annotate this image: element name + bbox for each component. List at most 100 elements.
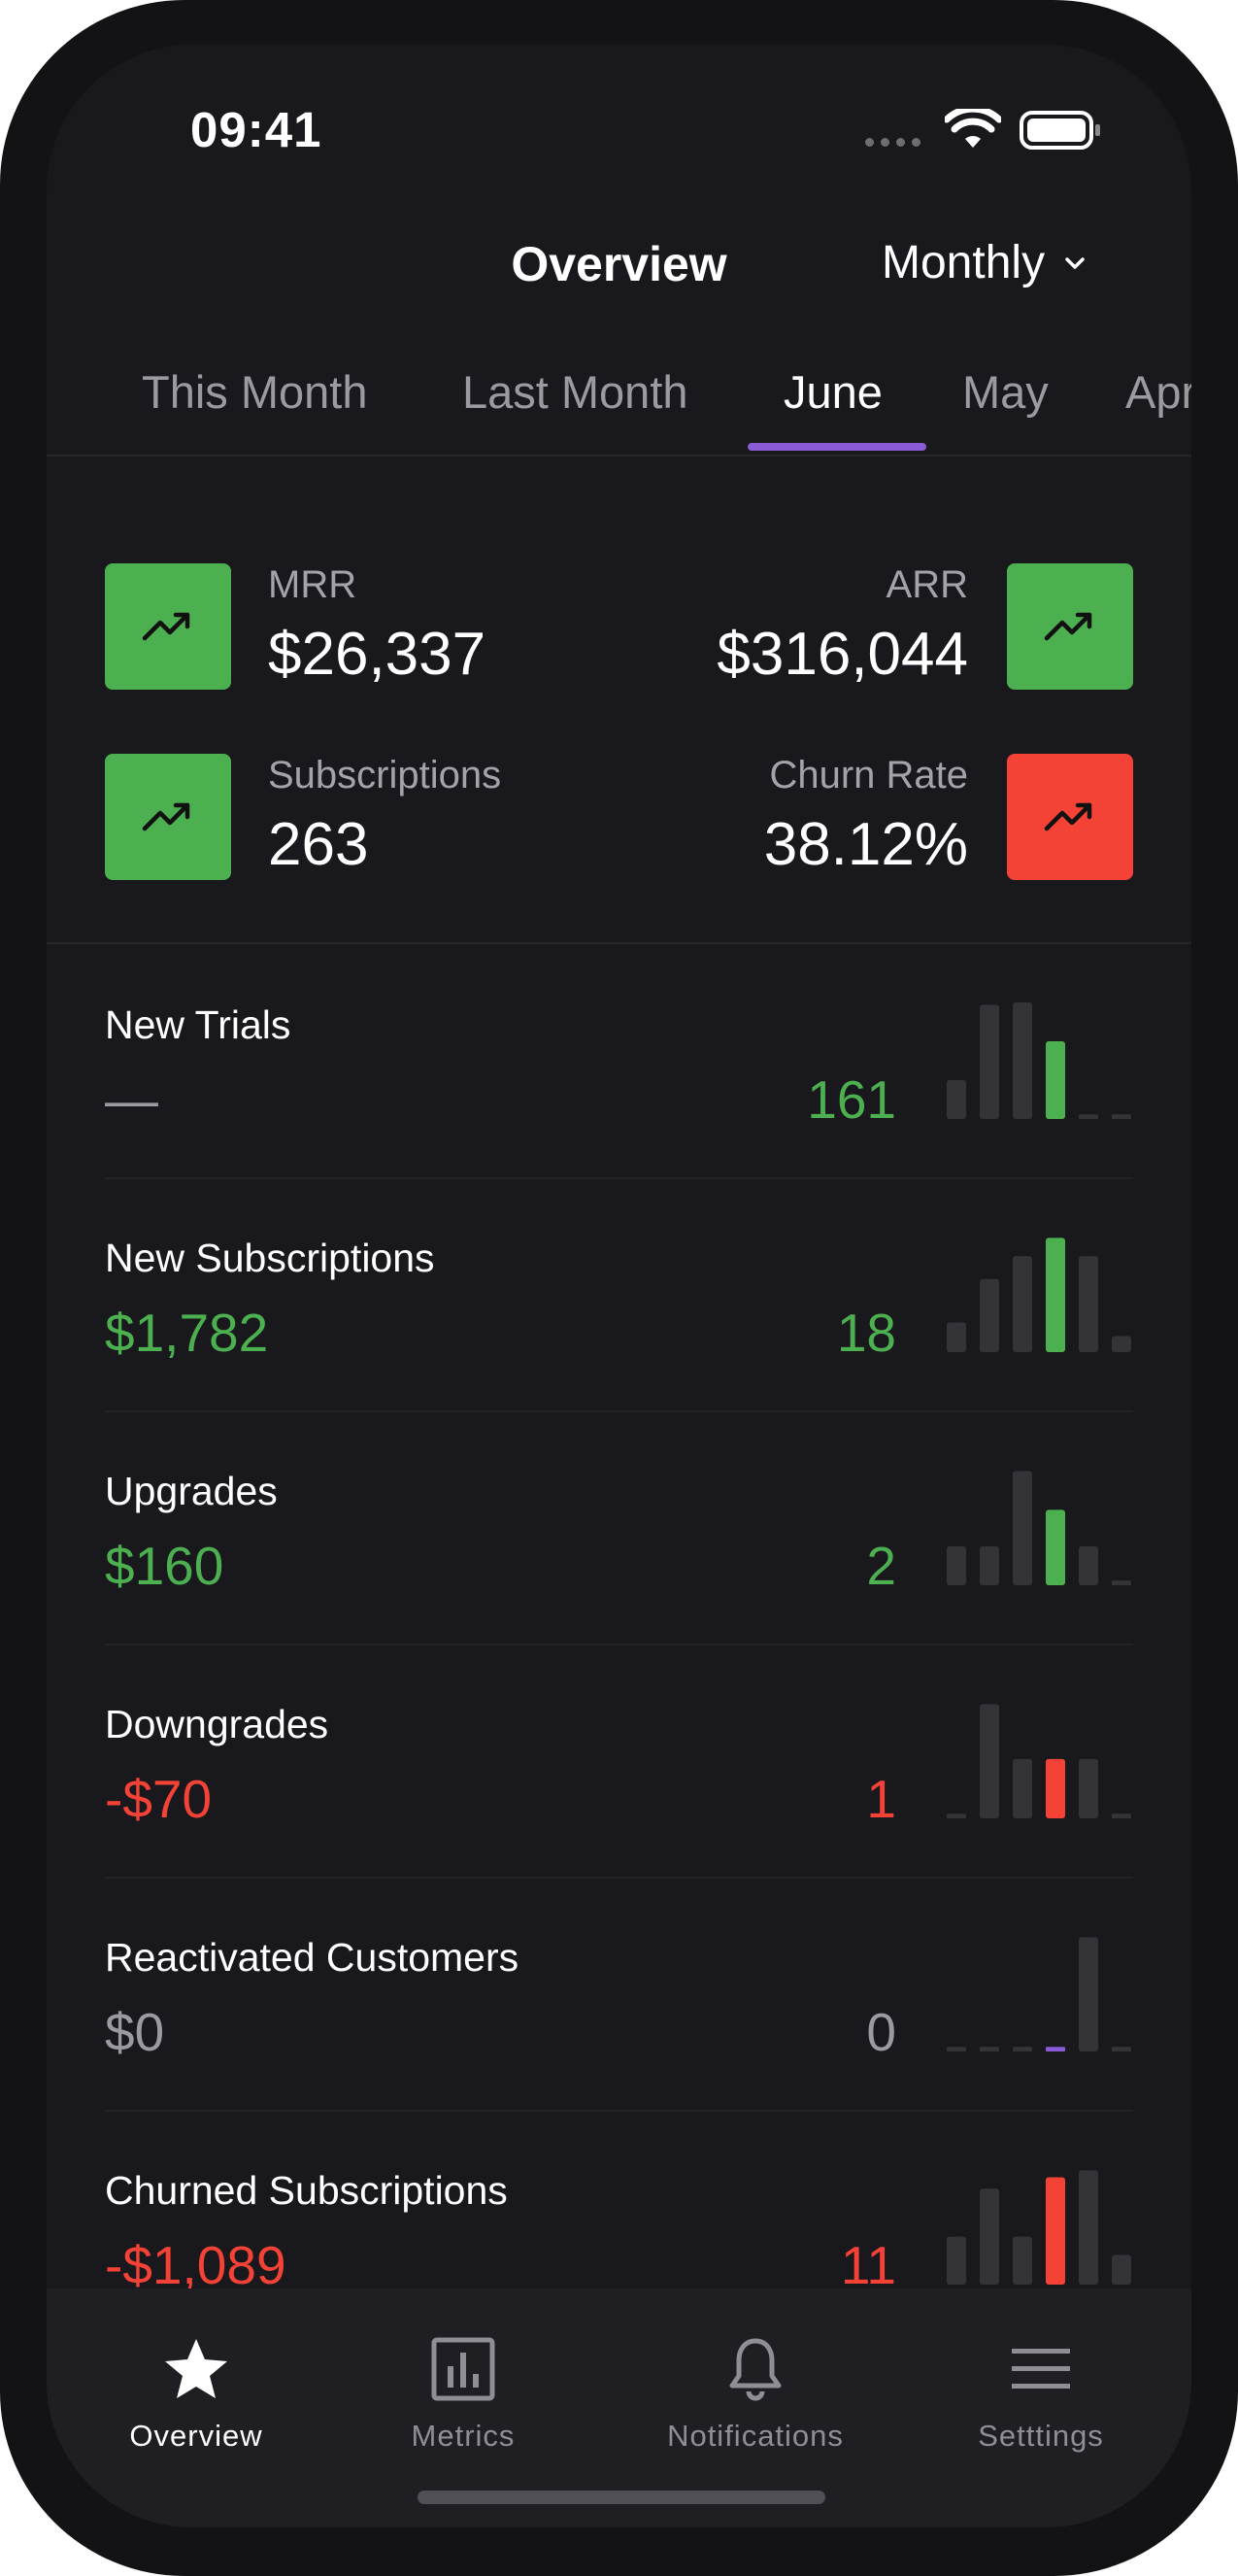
metric-name: New Trials (105, 1002, 291, 1047)
app-screen: 09:41 Overview Monthly This Month Last M… (47, 45, 1191, 2527)
tab-may[interactable]: May (962, 366, 1049, 418)
arr-label: ARR (886, 563, 968, 606)
sparkline-bar (947, 1813, 966, 1818)
sparkline-bar (1079, 2170, 1098, 2285)
cellular-signal-icon (865, 138, 920, 147)
subscriptions-label: Subscriptions (268, 754, 502, 797)
bar-chart-icon (431, 2337, 495, 2401)
wifi-icon (945, 109, 1001, 148)
metric-amount: $1,782 (105, 1303, 269, 1363)
subscriptions-trend-badge (105, 754, 231, 880)
period-select[interactable]: Monthly (882, 236, 1087, 289)
sparkline-bar (980, 1004, 999, 1119)
mrr-label: MRR (268, 563, 357, 606)
metric-amount: $160 (105, 1536, 224, 1596)
sparkline-bar (1013, 1002, 1032, 1119)
sparkline-bar (1079, 1546, 1098, 1585)
sparkline-bar (1112, 1336, 1131, 1352)
metric-sparkline (947, 2170, 1131, 2285)
metric-row-churned-subscriptions[interactable]: Churned Subscriptions -$1,089 11 (105, 2110, 1133, 2343)
metric-row-new-subscriptions[interactable]: New Subscriptions $1,782 18 (105, 1177, 1133, 1412)
battery-icon (1020, 111, 1100, 150)
sparkline-bar (1112, 1580, 1131, 1585)
metric-row-new-trials[interactable]: New Trials — 161 (105, 944, 1133, 1179)
metric-row-reactivated-customers[interactable]: Reactivated Customers $0 0 (105, 1877, 1133, 2112)
sparkline-bar (1079, 1937, 1098, 2051)
sparkline-bar (980, 2047, 999, 2051)
metric-sparkline (947, 1237, 1131, 1352)
sparkline-bar (947, 2047, 966, 2051)
sparkline-bar (947, 1322, 966, 1352)
metric-name: Upgrades (105, 1469, 278, 1513)
trending-up-icon (142, 612, 190, 641)
sparkline-bar (1013, 2047, 1032, 2051)
sparkline-bar (1046, 1758, 1065, 1818)
tab-this-month[interactable]: This Month (142, 366, 368, 418)
tab-apr[interactable]: Apr (1125, 366, 1191, 418)
nav-label: Setttings (978, 2419, 1104, 2453)
churn-rate-trend-badge (1007, 754, 1133, 880)
metric-count: 0 (866, 2002, 896, 2062)
metric-sparkline (947, 1471, 1131, 1585)
metric-sparkline (947, 1937, 1131, 2051)
sparkline-bar (980, 1546, 999, 1585)
page-title: Overview (511, 237, 727, 291)
nav-settings[interactable]: Setttings (924, 2335, 1157, 2454)
kpi-summary: MRR $26,337 ARR $316,044 Subscriptions 2… (47, 457, 1191, 944)
sparkline-bar (1079, 1758, 1098, 1818)
nav-metrics[interactable]: Metrics (347, 2335, 580, 2454)
metric-count: 2 (866, 1536, 896, 1596)
sparkline-bar (947, 1080, 966, 1119)
nav-notifications[interactable]: Notifications (639, 2335, 872, 2454)
metric-count: 161 (807, 1069, 896, 1130)
metric-name: Downgrades (105, 1702, 329, 1746)
chevron-down-icon (1065, 256, 1085, 269)
metric-count: 1 (866, 1769, 896, 1829)
sparkline-bar (1112, 2047, 1131, 2051)
churn-rate-value: 38.12% (763, 811, 968, 878)
metric-sparkline (947, 1002, 1131, 1119)
sparkline-bar (1013, 2236, 1032, 2285)
sparkline-bar (1046, 1237, 1065, 1352)
period-select-label: Monthly (882, 237, 1046, 288)
sparkline-bar (1013, 1758, 1032, 1818)
star-icon (165, 2339, 227, 2398)
arr-trend-badge (1007, 563, 1133, 690)
sparkline-bar (980, 2188, 999, 2285)
status-time: 09:41 (190, 102, 322, 157)
metric-amount: -$1,089 (105, 2235, 286, 2295)
nav-overview[interactable]: Overview (80, 2335, 313, 2454)
trending-up-icon (1044, 612, 1092, 641)
metric-name: Churned Subscriptions (105, 2168, 508, 2213)
metric-name: Reactivated Customers (105, 1935, 519, 1980)
bell-icon (729, 2338, 782, 2401)
mrr-trend-badge (105, 563, 231, 690)
sparkline-bar (947, 2236, 966, 2285)
sparkline-bar (1046, 2177, 1065, 2285)
sparkline-bar (1046, 1509, 1065, 1585)
home-indicator (418, 2491, 825, 2504)
tab-june[interactable]: June (784, 366, 883, 418)
bottom-nav: Overview Metrics Notifications (47, 2288, 1191, 2527)
metric-count: 11 (840, 2235, 896, 2295)
mrr-value: $26,337 (268, 621, 486, 688)
trending-up-icon (142, 802, 190, 831)
nav-label: Metrics (411, 2419, 516, 2453)
menu-icon (1012, 2349, 1070, 2389)
metric-sparkline (947, 1704, 1131, 1818)
metric-count: 18 (836, 1303, 896, 1363)
churn-rate-label: Churn Rate (769, 754, 968, 797)
metric-row-downgrades[interactable]: Downgrades -$70 1 (105, 1644, 1133, 1879)
sparkline-bar (1079, 1114, 1098, 1119)
metric-row-upgrades[interactable]: Upgrades $160 2 (105, 1410, 1133, 1645)
sparkline-bar (947, 1546, 966, 1585)
sparkline-bar (1112, 2254, 1131, 2285)
sparkline-bar (1112, 1114, 1131, 1119)
arr-value: $316,044 (717, 621, 968, 688)
sparkline-bar (980, 1278, 999, 1352)
tab-last-month[interactable]: Last Month (462, 366, 688, 418)
nav-label: Notifications (667, 2419, 844, 2453)
period-tabs: This Month Last Month June May Apr (47, 365, 1191, 457)
trending-up-icon (1044, 802, 1092, 831)
sparkline-bar (1013, 1471, 1032, 1585)
